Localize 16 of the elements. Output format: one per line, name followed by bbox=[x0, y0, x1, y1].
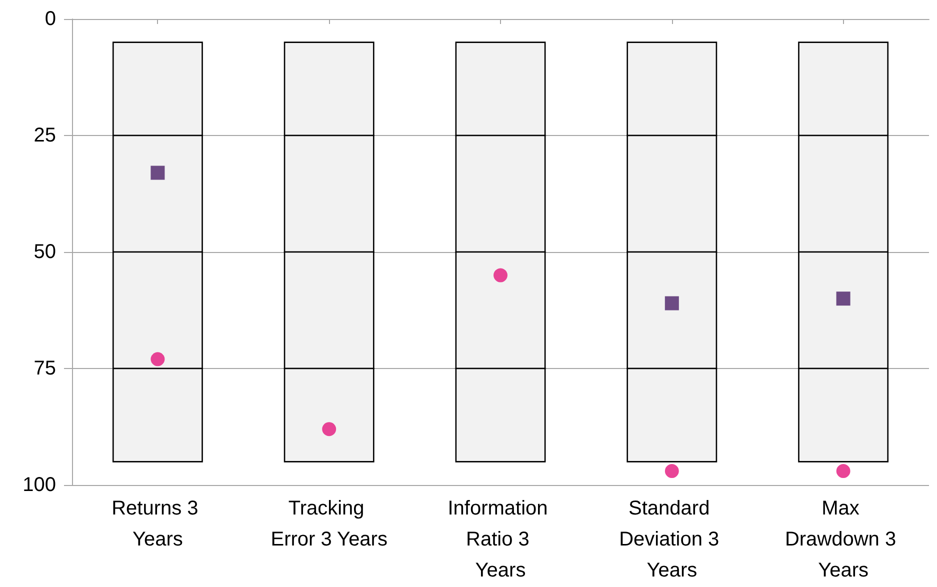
point bbox=[150, 352, 165, 366]
y-tick-label: 100 bbox=[22, 474, 56, 496]
x-tick-label: Max Drawdown 3 Years bbox=[784, 498, 902, 582]
point bbox=[494, 268, 508, 282]
point bbox=[664, 464, 679, 478]
y-tick-label: 75 bbox=[34, 358, 56, 380]
y-tick-label: 25 bbox=[34, 124, 56, 146]
x-tick-label: Information Ratio 3 Years bbox=[448, 498, 554, 582]
x-tick-label: Returns 3 Years bbox=[112, 498, 204, 550]
point bbox=[322, 422, 336, 436]
x-tick-label: Standard Deviation 3 Years bbox=[619, 498, 725, 582]
y-tick-label: 0 bbox=[44, 8, 56, 30]
x-tick-label: Tracking Error 3 Years bbox=[270, 498, 388, 550]
y-tick-label: 50 bbox=[34, 241, 56, 263]
point bbox=[150, 166, 165, 180]
point bbox=[836, 464, 850, 478]
